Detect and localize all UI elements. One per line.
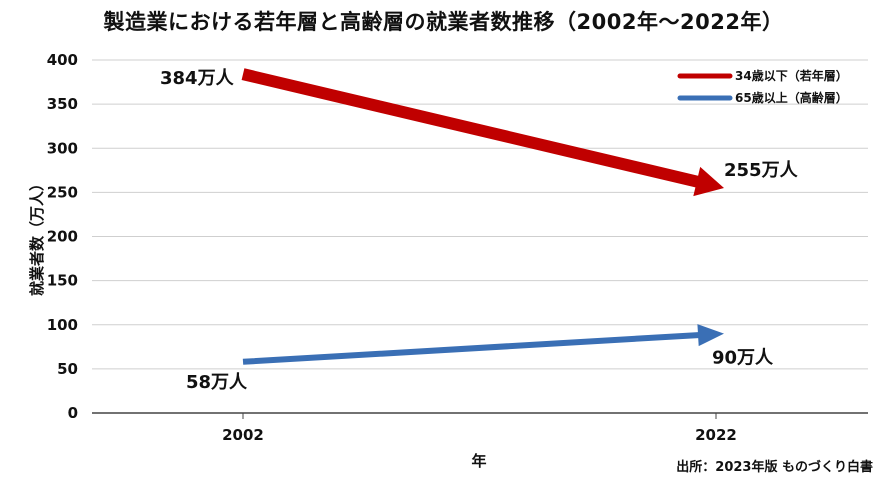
legend-label: 34歳以下（若年層） [735, 68, 848, 83]
y-tick-labels: 0 50 100 150 200 250 300 350 400 [47, 51, 78, 422]
y-tick-label: 350 [47, 95, 78, 113]
y-tick-label: 400 [47, 51, 78, 69]
x-tick-labels: 2002 2022 [222, 413, 737, 444]
y-tick-label: 0 [68, 404, 78, 422]
data-label: 90万人 [712, 348, 774, 369]
data-labels: 384万人 255万人 58万人 90万人 [160, 68, 799, 393]
gridlines [92, 59, 868, 414]
series-arrows [241, 68, 725, 365]
legend-label: 65歳以上（高齢層） [735, 90, 848, 105]
series-arrow-young [241, 68, 724, 197]
x-tick-label: 2002 [222, 426, 264, 444]
series-arrow-senior [242, 324, 725, 365]
source-note: 出所：2023年版 ものづくり白書 [676, 460, 873, 475]
y-tick-label: 50 [57, 360, 78, 378]
x-axis-title: 年 [471, 452, 486, 470]
y-tick-label: 150 [47, 272, 78, 290]
data-label: 58万人 [186, 372, 248, 393]
y-tick-label: 250 [47, 183, 78, 201]
data-label: 255万人 [724, 160, 799, 181]
y-tick-label: 200 [47, 228, 78, 246]
y-tick-label: 300 [47, 139, 78, 157]
y-tick-label: 100 [47, 316, 78, 334]
chart-title: 製造業における若年層と高齢層の就業者数推移（2002年〜2022年） [103, 10, 784, 34]
y-axis-title: 就業者数（万人） [28, 176, 46, 296]
legend: 34歳以下（若年層） 65歳以上（高齢層） [677, 68, 848, 105]
x-tick-label: 2022 [695, 426, 737, 444]
data-label: 384万人 [160, 68, 235, 89]
